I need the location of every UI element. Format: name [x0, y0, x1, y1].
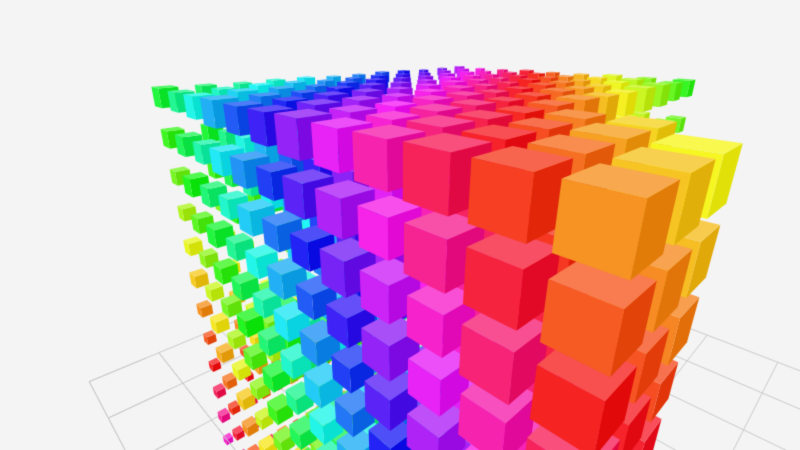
cube-field-canvas[interactable]	[0, 0, 800, 450]
demo-viewport	[0, 0, 800, 450]
